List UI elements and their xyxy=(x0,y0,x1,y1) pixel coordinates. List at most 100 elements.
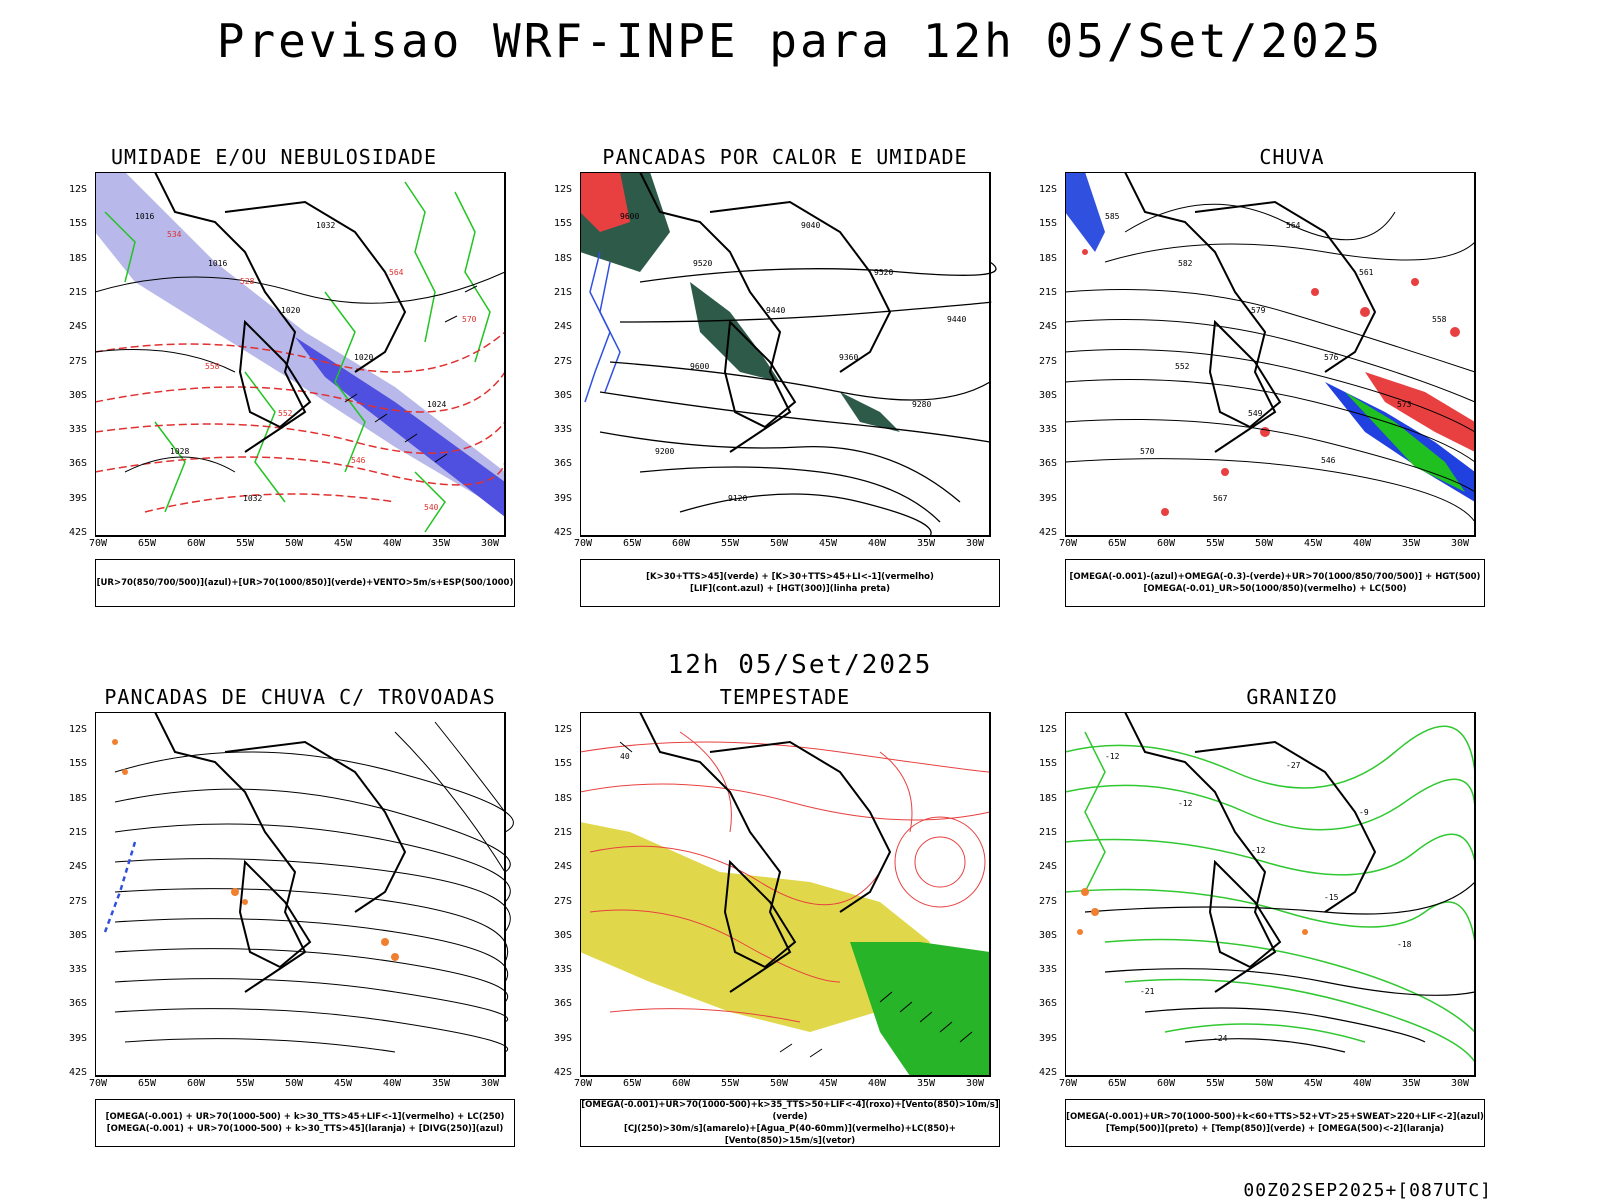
lat-label: 39S xyxy=(69,1032,88,1044)
lon-label: 60W xyxy=(1157,538,1176,549)
lat-label: 12S xyxy=(554,724,573,735)
lat-label: 39S xyxy=(1039,1032,1058,1044)
page-title: Previsao WRF-INPE para 12h 05/Set/2025 xyxy=(216,14,1384,68)
lon-label: 55W xyxy=(1206,1078,1225,1089)
lat-label: 36S xyxy=(69,998,88,1010)
panel-title: TEMPESTADE xyxy=(719,685,851,709)
lat-label: 30S xyxy=(69,929,88,941)
contour-label: 1016 xyxy=(208,259,228,268)
lat-label: 36S xyxy=(69,458,88,470)
lon-label: 40W xyxy=(1353,1078,1372,1089)
contour-label: -27 xyxy=(1286,761,1301,770)
lat-label: 27S xyxy=(69,355,88,367)
contour-label: -21 xyxy=(1140,987,1155,996)
contour-label: 40 xyxy=(620,752,630,761)
lon-label: 65W xyxy=(138,1078,157,1089)
lon-label: 30W xyxy=(966,538,985,549)
lat-label: 27S xyxy=(554,895,573,907)
panel-legend: [OMEGA(-0.001) + UR>70(1000-500) + k>30_… xyxy=(95,1099,515,1147)
contour-label: 9120 xyxy=(728,494,748,503)
lat-label: 24S xyxy=(1039,861,1058,873)
legend-line: [OMEGA(-0.001) + UR>70(1000-500) + k>30_… xyxy=(105,1112,505,1122)
panel-legend: [UR>70(850/700/500)](azul)+[UR>70(1000/8… xyxy=(95,559,515,607)
lat-label: 15S xyxy=(69,218,88,230)
lon-label: 65W xyxy=(138,538,157,549)
map-granizo[interactable]: -12 -12 -12 -15 -18 -21 -24 -27 -9 xyxy=(1064,711,1495,1092)
lat-label: 12S xyxy=(69,724,88,735)
lon-label: 35W xyxy=(432,1078,451,1089)
legend-line: [LIF](cont.azul) + [HGT(300)](linha pret… xyxy=(689,584,891,594)
contour-label: 582 xyxy=(1178,259,1193,268)
lon-label: 30W xyxy=(481,1078,500,1089)
legend-line: [UR>70(850/700/500)](azul)+[UR>70(1000/8… xyxy=(96,578,514,588)
lon-label: 45W xyxy=(1304,1078,1323,1089)
lon-label: 35W xyxy=(1402,538,1421,549)
lat-label: 39S xyxy=(554,1032,573,1044)
contour-label: 9520 xyxy=(693,259,713,268)
lon-label: 65W xyxy=(1108,1078,1127,1089)
lon-label: 35W xyxy=(1402,1078,1421,1089)
contour-label: 9520 xyxy=(874,268,894,277)
lat-label: 21S xyxy=(69,826,88,838)
lon-label: 45W xyxy=(334,538,353,549)
contour-label: 579 xyxy=(1251,306,1266,315)
contour-label: 1020 xyxy=(354,353,374,362)
lat-label: 15S xyxy=(554,758,573,770)
lat-label: 30S xyxy=(1039,389,1058,401)
map-tempestade[interactable]: 40 xyxy=(579,711,1010,1092)
lat-label: 21S xyxy=(1039,286,1058,298)
lat-label: 36S xyxy=(1039,998,1058,1010)
lat-label: 27S xyxy=(1039,895,1058,907)
legend-line: [OMEGA(-0.001) + UR>70(1000-500) + k>30_… xyxy=(106,1124,504,1134)
map-trovoadas[interactable] xyxy=(94,711,525,1092)
legend-line: [OMEGA(-0.001)+UR>70(1000-500)+k<60+TTS>… xyxy=(1066,1112,1484,1122)
lon-label: 45W xyxy=(819,538,838,549)
panel-pancadas-calor: PANCADAS POR CALOR E UMIDADE xyxy=(554,145,1010,645)
lon-label: 70W xyxy=(574,1078,593,1089)
contour-label: -12 xyxy=(1251,846,1266,855)
lat-label: 33S xyxy=(1039,964,1058,976)
contour-label: 9440 xyxy=(766,306,786,315)
contour-label: -18 xyxy=(1397,940,1412,949)
lat-label: 18S xyxy=(1039,792,1058,804)
lat-label: 12S xyxy=(554,184,573,195)
map-pancadas-calor[interactable]: 9600 9520 9440 9360 9280 9200 9120 9040 9520 9440… xyxy=(579,171,1010,552)
contour-label: 552 xyxy=(278,409,293,418)
contour-label: 9440 xyxy=(947,315,967,324)
contour-label: 570 xyxy=(1140,447,1155,456)
map-umidade[interactable]: 1016 1016 1020 1020 1024 1028 1032 1032 564 570 55… xyxy=(94,171,525,552)
contour-label: 1032 xyxy=(316,221,336,230)
contour-label: 9280 xyxy=(912,400,932,409)
lon-label: 55W xyxy=(721,1078,740,1089)
lon-label: 40W xyxy=(868,1078,887,1089)
contour-label: 9600 xyxy=(690,362,710,371)
lon-label: 70W xyxy=(89,538,108,549)
contour-label: 9200 xyxy=(655,447,675,456)
panel-chuva: CHUVA xyxy=(1039,145,1495,645)
contour-label: 540 xyxy=(424,503,439,512)
lat-label: 33S xyxy=(1039,424,1058,436)
lat-label: 42S xyxy=(1039,527,1058,538)
panel-tempestade: TEMPESTADE xyxy=(554,685,1010,1185)
lat-label: 18S xyxy=(69,792,88,804)
lon-label: 55W xyxy=(236,538,255,549)
lat-label: 24S xyxy=(1039,321,1058,333)
lat-label: 33S xyxy=(69,964,88,976)
panel-title: CHUVA xyxy=(1259,145,1325,169)
lat-label: 30S xyxy=(69,389,88,401)
lat-label: 33S xyxy=(554,424,573,436)
lat-label: 39S xyxy=(69,492,88,504)
lon-label: 45W xyxy=(334,1078,353,1089)
contour-label: 573 xyxy=(1397,400,1412,409)
lat-label: 36S xyxy=(554,998,573,1010)
panel-legend: [OMEGA(-0.001)+UR>70(1000-500)+k>35_TTS>… xyxy=(580,1099,1000,1147)
lon-label: 70W xyxy=(89,1078,108,1089)
panel-granizo: GRANIZO xyxy=(1039,685,1495,1185)
lon-label: 70W xyxy=(1059,1078,1078,1089)
map-chuva[interactable]: 585 582 579 576 573 570 567 564 561 558 552 549 546 xyxy=(1064,171,1495,552)
lon-label: 30W xyxy=(481,538,500,549)
lat-label: 12S xyxy=(69,184,88,195)
lon-label: 60W xyxy=(672,1078,691,1089)
lat-label: 12S xyxy=(1039,184,1058,195)
contour-label: 9600 xyxy=(620,212,640,221)
